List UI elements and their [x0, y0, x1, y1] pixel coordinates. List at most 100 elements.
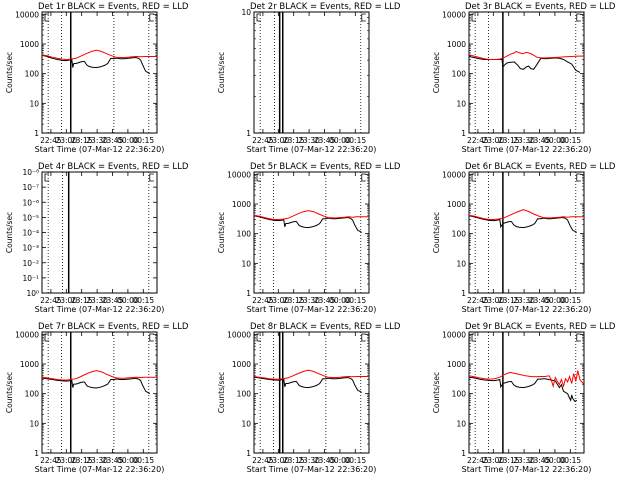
y-tick-label: 1000 [447, 40, 466, 49]
series-line-lld [253, 210, 369, 220]
series-line-lld [468, 209, 584, 220]
panel-det2r: Det 2r BLACK = Events, RED = LLD 1 10 22:45… [217, 2, 401, 154]
plot-frame [253, 11, 370, 134]
x-axis-title: Start Time (07-Mar-12 22:36:20) [35, 465, 165, 474]
bracket-mark [256, 13, 261, 22]
x-tick-label: 22:45 [252, 296, 274, 305]
x-tick-label: 23:00 [55, 296, 77, 305]
x-tick-label: 23:30 [513, 456, 535, 465]
panel-det6r: Det 6r BLACK = Events, RED = LLD 1 10 100 10… [432, 162, 616, 314]
x-tick-label: 23:30 [513, 296, 535, 305]
x-axis-title: Start Time (07-Mar-12 22:36:20) [35, 145, 165, 154]
panel-det5r: Det 5r BLACK = Events, RED = LLD 1 10 100 10… [217, 162, 401, 314]
plot-frame [41, 11, 158, 134]
y-tick-label: 10⁻⁷ [22, 183, 39, 192]
x-tick-label: 00:15 [345, 136, 367, 145]
panel-title: Det 4r BLACK = Events, RED = LLD [38, 162, 189, 172]
x-tick-label: 23:45 [102, 136, 124, 145]
x-tick-label: 23:45 [314, 296, 336, 305]
panel-det7r: Det 7r BLACK = Events, RED = LLD 1 10 100 10… [5, 322, 189, 474]
bracket-mark [471, 13, 476, 22]
x-tick-label: 22:45 [252, 136, 274, 145]
y-tick-label: 10 [456, 419, 466, 428]
bracket-mark [361, 173, 366, 182]
x-tick-label: 00:00 [329, 456, 351, 465]
x-axis-title: Start Time (07-Mar-12 22:36:20) [247, 465, 377, 474]
y-tick-label: 100 [452, 70, 467, 79]
panel-title: Det 2r BLACK = Events, RED = LLD [250, 2, 401, 12]
y-tick-label: 1 [34, 449, 39, 458]
y-tick-label: 10000 [227, 330, 251, 339]
series-line-lld [468, 50, 584, 60]
x-tick-label: 00:15 [133, 296, 155, 305]
plot-frame [253, 171, 370, 294]
y-tick-label: 1000 [447, 360, 466, 369]
y-tick-label: 1000 [232, 200, 251, 209]
panel-det1r: Det 1r BLACK = Events, RED = LLD 1 10 100 10… [5, 2, 189, 154]
y-tick-label: 1000 [20, 360, 39, 369]
bracket-mark [576, 333, 581, 342]
plot-frame [41, 331, 158, 454]
y-tick-label: 100 [452, 390, 467, 399]
x-tick-label: 00:15 [133, 136, 155, 145]
bracket-mark [361, 333, 366, 342]
x-tick-label: 00:00 [117, 136, 139, 145]
x-tick-label: 00:15 [133, 456, 155, 465]
y-axis-title: Counts/sec [217, 52, 226, 93]
y-tick-label: 10⁻⁵ [22, 213, 39, 222]
x-tick-label: 23:45 [529, 456, 551, 465]
y-axis-title: Counts/sec [5, 212, 14, 253]
y-axis-title: Counts/sec [5, 52, 14, 93]
panel-det4r: Det 4r BLACK = Events, RED = LLD 10⁰ 10⁻¹ 1… [5, 162, 189, 314]
y-tick-label: 10000 [442, 170, 466, 179]
y-axis-title: Counts/sec [432, 52, 441, 93]
y-tick-label: 10000 [15, 10, 39, 19]
y-tick-label: 1 [461, 129, 466, 138]
x-tick-label: 00:15 [560, 296, 582, 305]
x-tick-label: 23:00 [482, 456, 504, 465]
x-axis-title: Start Time (07-Mar-12 22:36:20) [247, 305, 377, 314]
x-tick-label: 23:45 [529, 136, 551, 145]
y-tick-label: 1000 [232, 360, 251, 369]
x-tick-label: 22:45 [467, 296, 489, 305]
x-tick-label: 23:15 [498, 296, 520, 305]
y-tick-label: 1 [34, 129, 39, 138]
plot-frame [253, 331, 370, 454]
y-tick-label: 10 [241, 419, 251, 428]
x-tick-label: 23:30 [513, 136, 535, 145]
x-axis-title: Start Time (07-Mar-12 22:36:20) [462, 465, 592, 474]
series-line-lld [41, 370, 157, 381]
y-axis-title: Counts/sec [217, 372, 226, 413]
y-tick-label: 10 [29, 419, 39, 428]
series-line-events [41, 54, 151, 75]
series-line-events [468, 215, 578, 233]
x-tick-label: 23:30 [298, 136, 320, 145]
x-tick-label: 23:00 [482, 136, 504, 145]
x-tick-label: 00:00 [544, 296, 566, 305]
x-tick-label: 00:15 [345, 456, 367, 465]
y-tick-label: 10 [456, 99, 466, 108]
x-tick-label: 22:45 [467, 136, 489, 145]
x-tick-label: 22:45 [40, 456, 62, 465]
panel-title: Det 8r BLACK = Events, RED = LLD [250, 322, 401, 332]
x-tick-label: 23:00 [267, 456, 289, 465]
series-line-lld [468, 370, 585, 388]
panel-title: Det 7r BLACK = Events, RED = LLD [38, 322, 189, 332]
bracket-mark [44, 173, 49, 182]
bracket-mark [149, 333, 154, 342]
x-tick-label: 23:15 [283, 136, 305, 145]
y-tick-label: 10⁻⁸ [22, 168, 39, 177]
x-tick-label: 00:15 [560, 456, 582, 465]
x-tick-label: 23:00 [482, 296, 504, 305]
x-tick-label: 23:15 [283, 456, 305, 465]
bracket-mark [44, 13, 49, 22]
y-tick-label: 10⁰ [26, 289, 39, 298]
bracket-mark [149, 173, 154, 182]
x-tick-label: 00:00 [544, 456, 566, 465]
y-tick-label: 1 [461, 449, 466, 458]
panel-det3r: Det 3r BLACK = Events, RED = LLD 1 10 100 10… [432, 2, 616, 154]
y-tick-label: 1000 [447, 200, 466, 209]
x-tick-label: 23:30 [298, 456, 320, 465]
x-tick-label: 00:00 [544, 136, 566, 145]
